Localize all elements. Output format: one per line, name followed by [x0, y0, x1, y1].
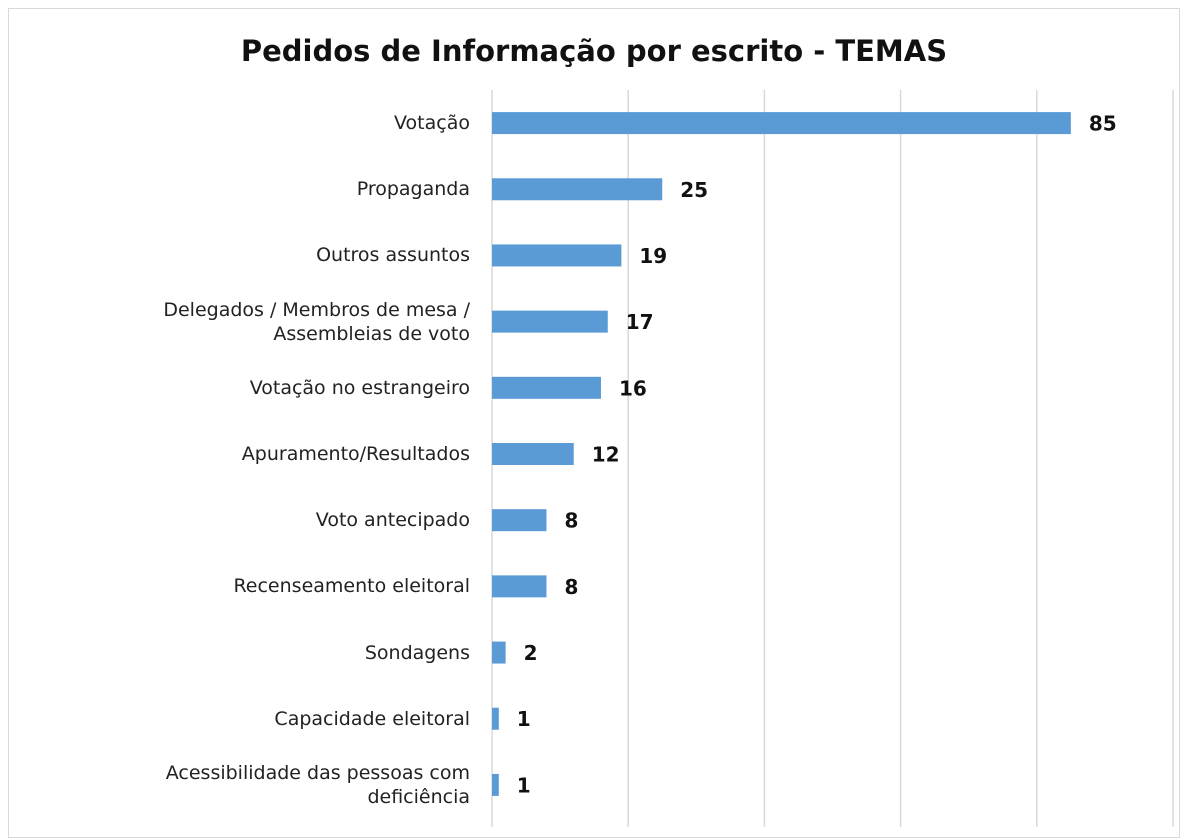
bar	[492, 509, 547, 532]
bar	[492, 244, 622, 267]
data-label: 17	[626, 310, 654, 334]
y-tick-label: Acessibilidade das pessoas com deficiênc…	[165, 761, 470, 808]
bar	[492, 178, 663, 201]
bar	[492, 773, 499, 796]
bar	[492, 641, 506, 664]
y-tick-label: Outros assuntos	[316, 244, 470, 267]
y-tick-label: Apuramento/Resultados	[241, 443, 470, 465]
bar	[492, 376, 601, 399]
data-label: 8	[564, 509, 578, 533]
y-tick-label: Sondagens	[364, 641, 470, 664]
data-label: 8	[564, 575, 578, 599]
bar	[492, 707, 499, 730]
data-label: 2	[524, 641, 538, 665]
y-tick-label: Votação	[394, 112, 470, 135]
data-label: 19	[639, 244, 667, 268]
data-label: 25	[680, 178, 708, 202]
bar	[492, 575, 547, 598]
y-tick-label: Recenseamento eleitoral	[233, 575, 470, 598]
data-label: 1	[517, 773, 531, 797]
y-tick-label: Voto antecipado	[315, 509, 470, 532]
bar	[492, 310, 608, 333]
chart-title: Pedidos de Informação por escrito - TEMA…	[240, 34, 948, 68]
y-tick-label: Capacidade eleitoral	[274, 707, 470, 730]
bar	[492, 443, 574, 465]
data-label: 12	[592, 443, 620, 467]
y-tick-label: Delegados / Membros de mesa / Assembleia…	[163, 298, 470, 345]
data-label: 85	[1089, 112, 1117, 136]
y-tick-label: Propaganda	[356, 178, 470, 201]
y-tick-label: Votação no estrangeiro	[249, 376, 470, 399]
data-label: 16	[619, 376, 647, 400]
bar	[492, 112, 1071, 135]
data-label: 1	[517, 707, 531, 731]
